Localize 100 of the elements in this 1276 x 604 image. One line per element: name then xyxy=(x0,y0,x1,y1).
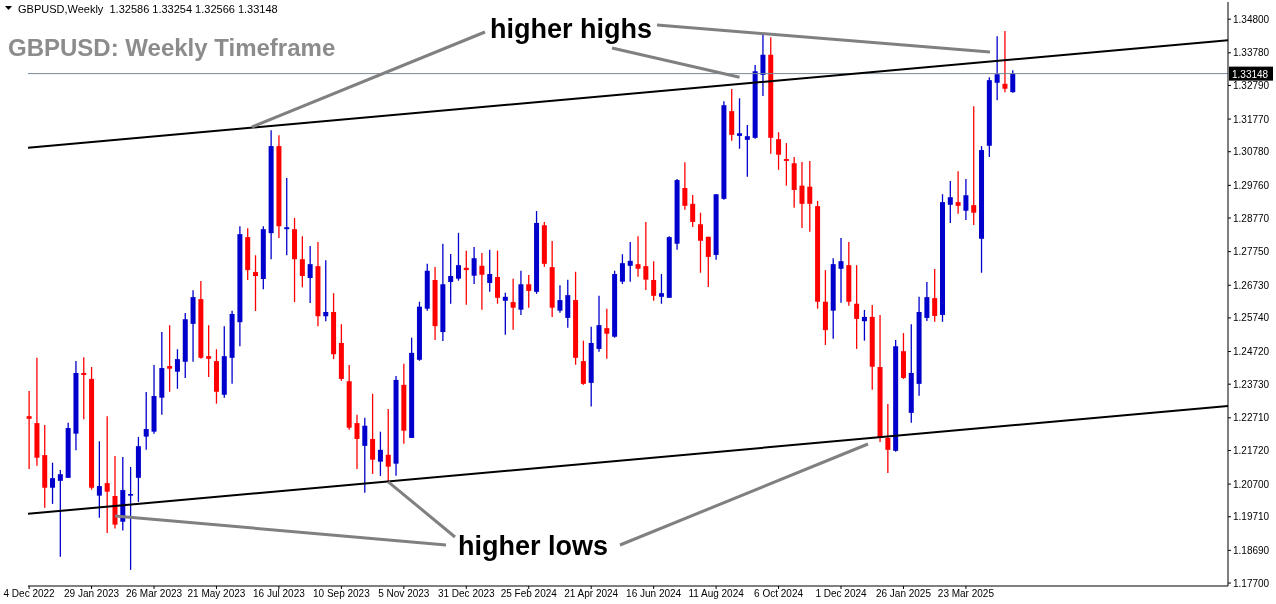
x-tick-label: 26 Jan 2025 xyxy=(875,588,932,599)
x-tick-label: 26 Mar 2023 xyxy=(125,588,183,599)
candlestick xyxy=(838,237,844,304)
candlestick xyxy=(479,252,485,311)
candlestick xyxy=(651,260,657,302)
text: GBPUSD: Weekly Timeframe xyxy=(8,34,336,61)
x-tick-label: 1 Dec 2024 xyxy=(815,588,868,599)
y-tick-label: 1.20700 xyxy=(1233,478,1270,490)
candlestick xyxy=(50,462,56,505)
candlestick xyxy=(502,292,508,336)
y-tick-label: 1.19710 xyxy=(1233,511,1270,523)
y-tick-label: 1.33780 xyxy=(1233,47,1270,59)
candlestick xyxy=(565,279,571,329)
y-tick-label: 1.34800 xyxy=(1233,13,1270,25)
candlestick xyxy=(635,235,641,278)
candlestick xyxy=(776,131,782,171)
candlestick xyxy=(377,431,383,477)
candlestick xyxy=(284,177,290,256)
candlestick xyxy=(854,264,860,350)
candlestick xyxy=(705,236,711,288)
y-tick-label: 1.27750 xyxy=(1233,246,1270,258)
candlestick xyxy=(471,246,477,285)
candlestick xyxy=(1002,30,1008,93)
candlestick xyxy=(697,212,703,274)
candlestick xyxy=(510,278,516,331)
candlestick xyxy=(619,253,625,285)
candlestick xyxy=(760,34,766,97)
annotation: higher highs xyxy=(490,14,652,44)
candlestick xyxy=(737,97,743,150)
x-tick-label: 31 Dec 2023 xyxy=(437,588,496,599)
x-tick-label: 5 Nov 2023 xyxy=(378,588,430,599)
candlestick xyxy=(807,160,813,233)
x-tick-label: 6 Oct 2024 xyxy=(754,588,804,599)
ref-line-label: 1.33148 xyxy=(1232,68,1269,80)
candlestick xyxy=(167,324,173,393)
candlestick xyxy=(526,274,532,309)
candlestick xyxy=(362,417,368,494)
y-tick-label: 1.26730 xyxy=(1233,279,1270,291)
candlestick xyxy=(104,415,110,534)
y-tick-label: 1.32790 xyxy=(1233,79,1270,91)
candlestick xyxy=(299,235,305,288)
candlestick xyxy=(963,178,969,221)
candlestick xyxy=(799,161,805,229)
candlestick xyxy=(627,241,633,283)
candlestick xyxy=(1010,69,1016,94)
candlestick xyxy=(57,469,63,558)
y-tick-label: 1.18690 xyxy=(1233,544,1270,556)
x-tick-label: 21 May 2023 xyxy=(187,588,246,599)
candlestick xyxy=(174,348,180,390)
x-tick-label: 23 Mar 2025 xyxy=(937,588,995,599)
candlestick xyxy=(455,232,461,282)
candlestick xyxy=(26,390,32,470)
x-tick-label: 16 Jul 2023 xyxy=(253,588,306,599)
candlestick xyxy=(947,180,953,224)
candlestick xyxy=(557,284,563,314)
candlestick xyxy=(690,194,696,228)
x-tick-label: 4 Dec 2022 xyxy=(3,588,56,599)
y-tick-label: 1.25740 xyxy=(1233,312,1270,324)
candlestick xyxy=(932,268,938,323)
candlestick xyxy=(206,324,212,378)
candlestick xyxy=(370,393,376,475)
y-tick-label: 1.22710 xyxy=(1233,412,1270,424)
annotation: higher lows xyxy=(458,531,609,561)
candlestick xyxy=(448,253,454,305)
y-tick-label: 1.23730 xyxy=(1233,378,1270,390)
candlestick xyxy=(354,414,360,470)
x-tick-label: 11 Aug 2024 xyxy=(688,588,745,599)
y-tick-label: 1.28770 xyxy=(1233,212,1270,224)
candlestick xyxy=(744,124,750,178)
candlestick xyxy=(994,35,1000,101)
candlestick xyxy=(323,259,329,322)
y-tick-label: 1.31770 xyxy=(1233,113,1270,125)
x-tick-label: 29 Jan 2023 xyxy=(64,588,120,599)
x-tick-label: 16 Jun 2024 xyxy=(626,588,682,599)
candlestick xyxy=(96,440,102,519)
candlestick xyxy=(783,142,789,187)
candlestick xyxy=(924,281,930,322)
candlestick xyxy=(495,249,501,305)
candlestick xyxy=(658,273,664,305)
y-tick-label: 1.17700 xyxy=(1233,577,1270,589)
candlestick xyxy=(307,245,313,304)
candlestick xyxy=(580,340,586,386)
y-tick-label: 1.29760 xyxy=(1233,179,1270,191)
candlestick xyxy=(682,161,688,211)
x-tick-label: 21 Apr 2024 xyxy=(564,588,619,599)
candlestick xyxy=(604,308,610,360)
candlestick xyxy=(253,254,259,312)
candlestick xyxy=(596,295,602,353)
candlestick xyxy=(729,88,735,142)
y-tick-label: 1.24720 xyxy=(1233,346,1270,358)
candlestick xyxy=(81,356,87,420)
candlestick xyxy=(885,403,891,474)
candlestick xyxy=(955,170,961,215)
candlestick xyxy=(487,249,493,293)
candlestick xyxy=(385,408,391,483)
y-tick-label: 1.21720 xyxy=(1233,445,1270,457)
x-tick-label: 25 Feb 2024 xyxy=(500,588,558,599)
candlestick xyxy=(861,309,867,342)
candlestick xyxy=(971,105,977,226)
annotation: GBPUSD,Weekly 1.32586 1.33254 1.32566 1.33148 xyxy=(18,3,278,15)
